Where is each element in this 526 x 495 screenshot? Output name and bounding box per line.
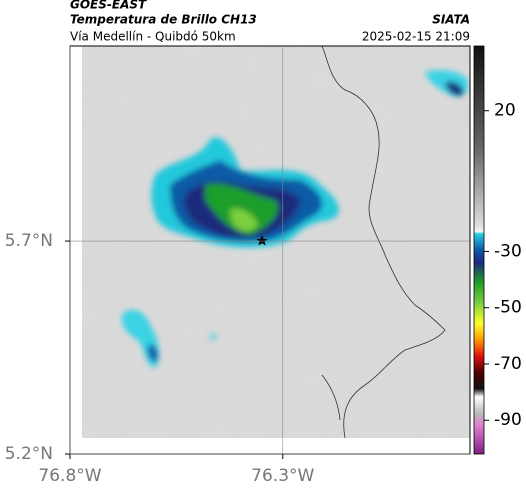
colorbar-tick-label: -30 [494, 241, 522, 261]
x-tick-label: 76.3°W [251, 466, 314, 486]
colorbar-tick-label: -70 [494, 354, 522, 374]
y-tick-label: 5.7°N [5, 231, 53, 251]
colorbar [473, 45, 485, 455]
datetime: 2025-02-15 21:09 [362, 30, 470, 44]
x-tick-label: 76.8°W [38, 466, 101, 486]
source: GOES-EAST [70, 0, 147, 12]
satellite-image [82, 46, 470, 438]
border-line [321, 46, 446, 438]
location-marker [256, 235, 268, 246]
y-tick-label: 5.2°N [5, 444, 53, 464]
agency: SIATA [432, 13, 470, 27]
border-line [321, 374, 341, 421]
colorbar-tick-label: -90 [494, 410, 522, 430]
title: Temperatura de Brillo CH13 [70, 13, 257, 27]
subtitle: Vía Medellín - Quibdó 50km [70, 30, 236, 44]
colorbar-tick-label: -50 [494, 298, 522, 318]
colorbar-tick-label: 20 [494, 101, 516, 121]
